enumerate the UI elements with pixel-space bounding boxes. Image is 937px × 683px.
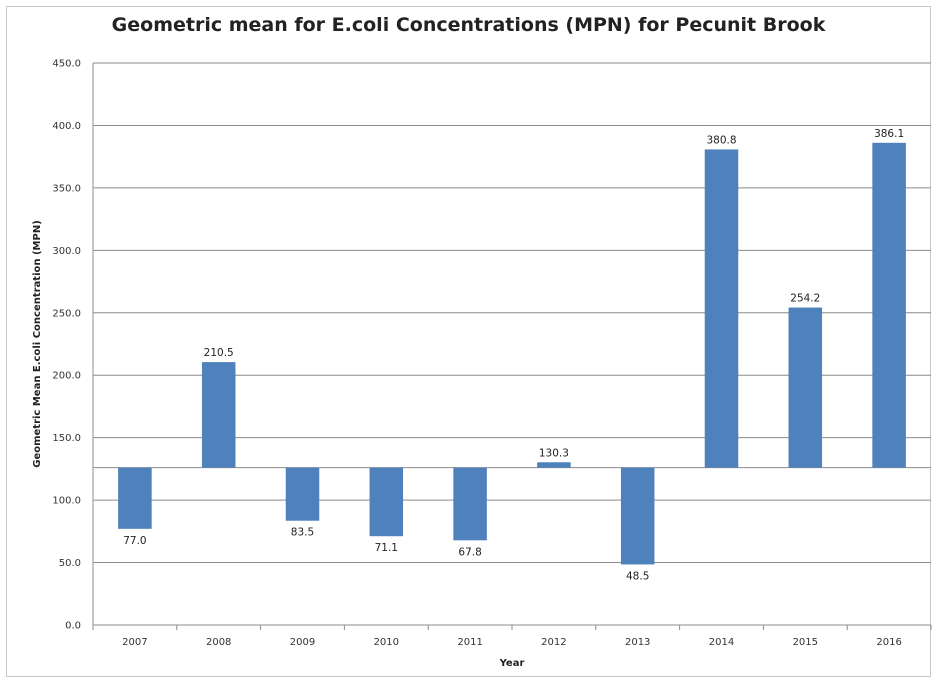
x-tick-label: 2009 xyxy=(290,637,315,648)
y-tick-label: 350.0 xyxy=(52,183,81,194)
data-label: 77.0 xyxy=(123,535,146,547)
bar xyxy=(201,362,236,468)
bar xyxy=(369,467,404,537)
x-tick-label: 2011 xyxy=(457,637,482,648)
y-tick-label: 150.0 xyxy=(52,433,81,444)
bar xyxy=(704,149,739,468)
bar xyxy=(453,467,487,541)
x-tick-label: 2013 xyxy=(625,637,650,648)
bar xyxy=(537,462,571,468)
data-label: 380.8 xyxy=(706,134,736,146)
x-tick-label: 2016 xyxy=(876,637,901,648)
bar xyxy=(285,467,320,521)
y-tick-label: 450.0 xyxy=(52,59,81,70)
chart-title: Geometric mean for E.coli Concentrations… xyxy=(111,14,826,36)
y-tick-label: 250.0 xyxy=(52,308,81,319)
y-axis-title: Geometric Mean E.coli Concentration (MPN… xyxy=(32,220,43,468)
bar xyxy=(872,142,906,468)
bar xyxy=(788,307,823,468)
data-label: 71.1 xyxy=(375,542,398,554)
x-tick-label: 2010 xyxy=(374,637,399,648)
data-label: 130.3 xyxy=(539,447,569,459)
data-label: 210.5 xyxy=(204,347,234,359)
x-axis-title: Year xyxy=(499,658,525,669)
data-label: 254.2 xyxy=(790,293,820,305)
y-tick-label: 100.0 xyxy=(52,496,81,507)
chart-frame xyxy=(6,6,931,677)
x-tick-label: 2012 xyxy=(541,637,566,648)
x-tick-label: 2007 xyxy=(122,637,147,648)
y-tick-label: 400.0 xyxy=(52,121,81,132)
data-label: 67.8 xyxy=(458,546,481,558)
data-label: 83.5 xyxy=(291,527,314,539)
y-tick-label: 50.0 xyxy=(59,558,81,569)
data-label: 48.5 xyxy=(626,570,649,582)
bar xyxy=(118,467,152,529)
bar xyxy=(620,467,655,565)
x-tick-label: 2008 xyxy=(206,637,231,648)
data-label: 386.1 xyxy=(874,128,904,140)
x-tick-label: 2015 xyxy=(793,637,818,648)
y-tick-label: 300.0 xyxy=(52,246,81,257)
y-tick-label: 0.0 xyxy=(65,621,81,632)
x-tick-label: 2014 xyxy=(709,637,734,648)
y-tick-label: 200.0 xyxy=(52,371,81,382)
